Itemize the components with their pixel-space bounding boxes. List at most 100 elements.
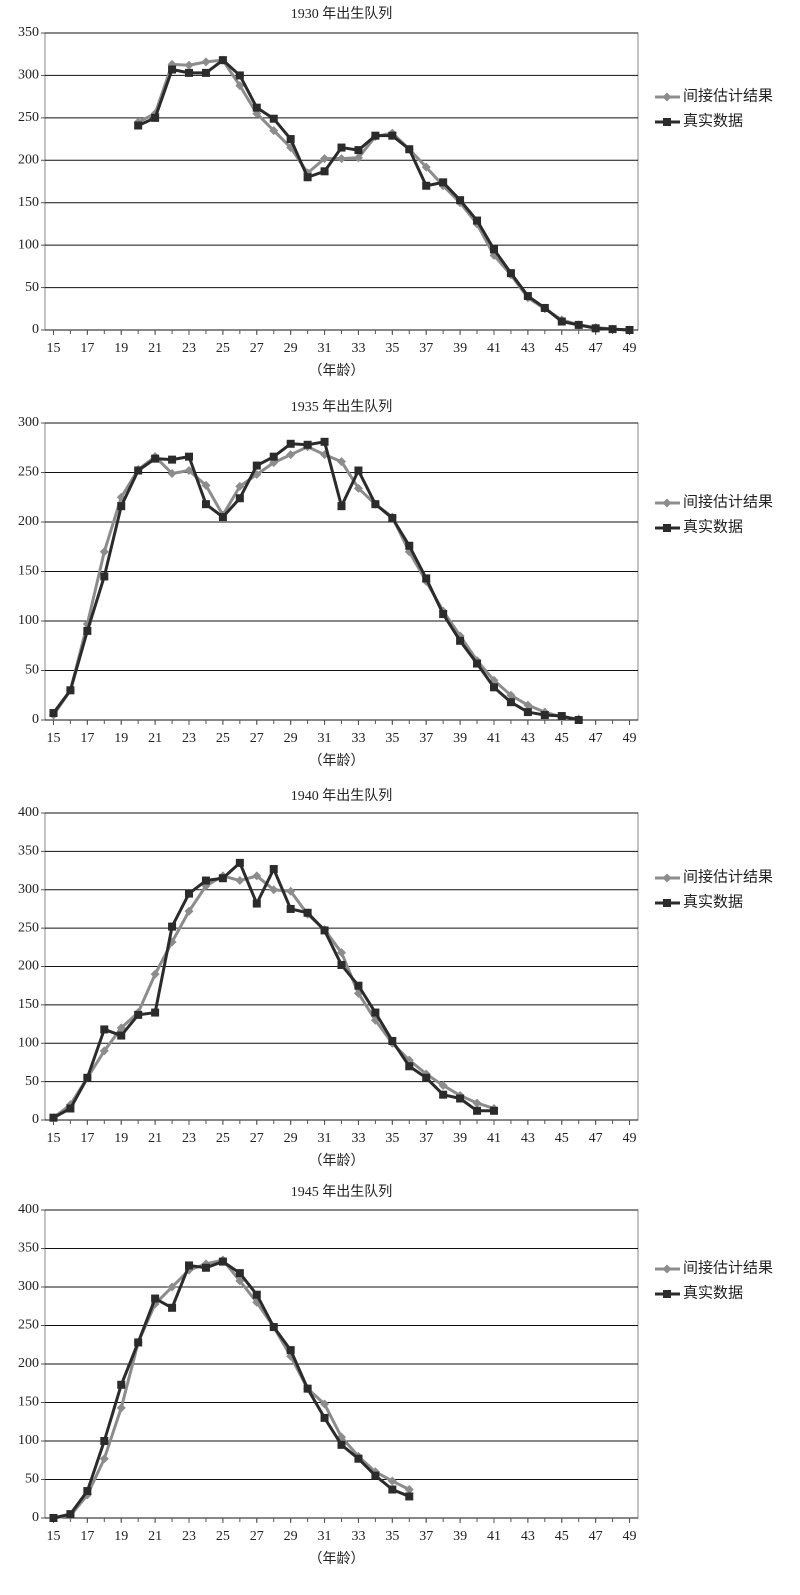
square-marker <box>269 865 278 874</box>
y-tick-label: 250 <box>18 110 39 125</box>
x-tick-label: 47 <box>589 1529 603 1544</box>
series-line <box>53 1258 410 1520</box>
square-marker <box>83 1073 92 1082</box>
x-tick-label: 17 <box>80 341 94 356</box>
legend-label: 真实数据 <box>683 517 743 535</box>
x-tick-label: 43 <box>521 1529 535 1544</box>
square-marker <box>439 1090 448 1099</box>
square-marker <box>405 1062 414 1071</box>
square-marker <box>303 173 312 182</box>
y-tick-label: 150 <box>18 1395 39 1410</box>
square-marker <box>66 686 75 695</box>
square-marker <box>625 326 634 334</box>
y-tick-label: 200 <box>18 153 39 168</box>
square-marker <box>456 636 465 645</box>
x-tick-label: 25 <box>216 731 230 746</box>
square-marker <box>506 269 515 278</box>
square-marker <box>151 454 160 463</box>
x-tick-label: 35 <box>385 1529 399 1544</box>
plot-area <box>44 32 639 331</box>
square-marker <box>134 1338 143 1347</box>
square-marker <box>320 1413 329 1422</box>
square-marker <box>388 1036 397 1045</box>
square-marker <box>422 574 431 583</box>
x-tick-label: 21 <box>148 1529 162 1544</box>
square-marker <box>218 56 227 65</box>
diamond-marker <box>472 1098 482 1108</box>
y-tick-label: 0 <box>32 1510 39 1525</box>
square-marker <box>388 131 397 140</box>
x-tick-label: 45 <box>555 341 569 356</box>
diamond-marker <box>337 457 346 467</box>
square-marker <box>49 1514 58 1522</box>
x-tick-label: 43 <box>521 341 535 356</box>
y-tick-label: 300 <box>18 882 39 897</box>
diamond-marker <box>116 1023 126 1033</box>
square-marker <box>456 196 465 205</box>
x-tick-label: 17 <box>80 1131 94 1146</box>
x-tick-label: 17 <box>80 731 94 746</box>
y-tick-label: 300 <box>18 1279 39 1294</box>
square-marker <box>473 216 482 225</box>
square-marker <box>439 610 448 619</box>
x-tick-label: 27 <box>250 341 264 356</box>
x-tick-label: 41 <box>487 731 501 746</box>
square-marker <box>286 439 295 448</box>
square-marker <box>100 1437 109 1445</box>
square-marker <box>303 440 312 449</box>
square-marker <box>540 711 549 720</box>
x-axis-label: （年龄） <box>309 1551 365 1567</box>
series-line <box>137 58 630 332</box>
square-marker <box>663 118 671 126</box>
square-marker <box>134 121 143 130</box>
legend-label: 间接估计结果 <box>683 1259 773 1276</box>
x-tick-label: 43 <box>521 1131 535 1146</box>
square-marker <box>117 1031 126 1040</box>
x-tick-label: 43 <box>521 731 535 746</box>
legend-label: 间接估计结果 <box>683 868 773 885</box>
y-tick-label: 200 <box>18 514 39 529</box>
square-marker <box>354 146 363 155</box>
chart-title: 1945 年出生队列 <box>291 1184 393 1200</box>
legend-label: 间接估计结果 <box>683 87 773 104</box>
square-marker <box>168 1303 177 1312</box>
square-marker <box>286 1346 295 1355</box>
x-tick-label: 35 <box>385 341 399 356</box>
square-marker <box>591 324 600 333</box>
x-tick-label: 41 <box>487 1131 501 1146</box>
y-tick-label: 150 <box>18 997 39 1012</box>
x-tick-label: 49 <box>623 731 637 746</box>
square-marker <box>83 1487 92 1496</box>
square-marker <box>337 143 346 152</box>
x-tick-label: 15 <box>46 731 60 746</box>
y-tick-label: 400 <box>18 1202 39 1217</box>
x-tick-label: 47 <box>589 1131 603 1146</box>
x-tick-label: 21 <box>148 1131 162 1146</box>
square-marker <box>506 698 515 707</box>
series-line <box>52 440 580 722</box>
series-line <box>52 445 579 721</box>
x-tick-label: 35 <box>385 1131 399 1146</box>
diamond-marker <box>337 154 346 164</box>
square-marker <box>168 455 177 464</box>
x-tick-label: 33 <box>351 1131 365 1146</box>
diamond-marker <box>235 876 245 886</box>
x-tick-label: 39 <box>453 1529 467 1544</box>
y-tick-label: 200 <box>18 1356 39 1371</box>
x-tick-label: 49 <box>623 1529 637 1544</box>
square-marker <box>49 1113 58 1122</box>
diamond-marker <box>353 483 363 493</box>
square-marker <box>66 1510 75 1519</box>
x-tick-label: 37 <box>419 341 433 356</box>
x-tick-label: 19 <box>114 1131 128 1146</box>
square-marker <box>151 1294 160 1303</box>
y-tick-label: 350 <box>18 844 39 859</box>
y-tick-label: 200 <box>18 959 39 974</box>
square-marker <box>337 1440 346 1449</box>
diamond-marker <box>523 700 533 710</box>
y-tick-label: 150 <box>18 564 39 579</box>
square-marker <box>100 572 109 581</box>
square-marker <box>201 1263 210 1272</box>
x-tick-label: 29 <box>284 341 298 356</box>
x-tick-label: 15 <box>46 341 60 356</box>
